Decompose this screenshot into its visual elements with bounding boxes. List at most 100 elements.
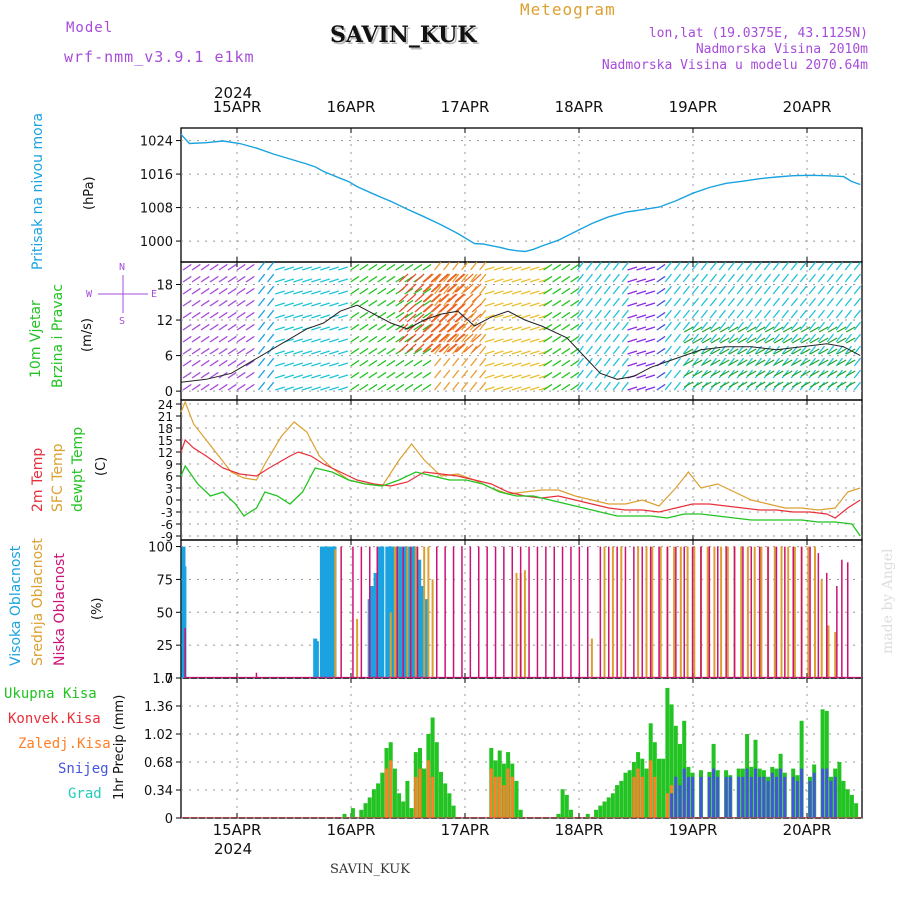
wind-arrow xyxy=(853,297,862,307)
wind-arrow xyxy=(200,383,210,391)
wind-arrow xyxy=(755,381,766,388)
precip-bar xyxy=(800,768,804,818)
wind-arrow xyxy=(511,350,522,355)
wind-arrow xyxy=(350,287,360,295)
wind-arrow xyxy=(809,381,820,388)
y-tick-label: 1024 xyxy=(140,135,173,150)
wind-arrow xyxy=(561,383,571,391)
wind-arrow xyxy=(826,333,835,343)
wind-arrow xyxy=(329,266,339,271)
wind-arrow xyxy=(406,343,417,353)
wind-arrow xyxy=(422,343,433,353)
wind-arrow xyxy=(413,311,423,319)
wind-arrow xyxy=(377,347,387,355)
footer-station: SAVIN_KUK xyxy=(330,862,410,877)
wind-arrow xyxy=(773,359,784,366)
wind-arrow xyxy=(446,343,457,353)
precip-bar xyxy=(644,768,649,818)
wind-arrow xyxy=(818,381,829,388)
wind-arrow xyxy=(350,359,360,367)
precip-bar xyxy=(758,776,762,818)
wind-arrow xyxy=(621,309,629,319)
wind-arrow xyxy=(368,287,378,295)
wind-arrow xyxy=(603,321,611,331)
precip-bar xyxy=(795,780,799,818)
cloud-bar xyxy=(396,546,399,678)
wind-arrow xyxy=(511,302,522,307)
cloud-bar xyxy=(486,546,488,678)
wind-arrow xyxy=(808,309,817,319)
wind-arrow xyxy=(443,285,451,295)
wind-arrow xyxy=(227,299,237,307)
precip-bar xyxy=(627,770,632,818)
wind-arrow xyxy=(645,302,656,307)
cloud-bar xyxy=(369,546,371,678)
wind-arrow xyxy=(430,323,441,333)
wind-arrow xyxy=(511,266,522,271)
pressure-line xyxy=(180,133,861,253)
wind-arrow xyxy=(745,345,754,355)
wind-arrow xyxy=(594,273,602,283)
precip-bar xyxy=(775,776,778,818)
cloud-bar xyxy=(410,546,412,678)
y-tick-label: 0.34 xyxy=(144,784,173,799)
wind-arrow xyxy=(209,347,219,355)
y-tick-label: 0 xyxy=(165,672,173,687)
wind-arrow xyxy=(470,333,478,343)
wind-arrow xyxy=(293,338,303,343)
wind-arrow xyxy=(728,381,739,388)
wind-arrow xyxy=(386,275,396,283)
model-elevation-text: Nadmorska Visina u modelu 2070.64m xyxy=(601,58,868,73)
bottom-day-label: 16APR xyxy=(327,821,376,839)
wind-arrow xyxy=(664,273,673,283)
wind-arrow xyxy=(664,297,673,307)
cloud-bar xyxy=(406,546,409,678)
wind-arrow xyxy=(439,333,450,343)
wind-arrow xyxy=(434,261,442,271)
cloud-bar xyxy=(503,546,505,678)
wind-arrow xyxy=(692,370,703,377)
wind-arrow xyxy=(386,335,396,343)
precip-bar xyxy=(821,768,825,818)
wind-arrow xyxy=(782,326,793,333)
wind-arrow xyxy=(612,273,620,283)
wind-arrow xyxy=(446,293,457,303)
cloud-bar xyxy=(733,546,736,678)
wind-arrow xyxy=(413,359,423,367)
wind-arrow xyxy=(395,311,405,319)
wind-arrow xyxy=(736,261,745,271)
wind-arrow xyxy=(543,299,553,307)
wind-arrow xyxy=(673,357,682,367)
wind-arrow xyxy=(835,285,844,295)
precip-bar xyxy=(598,805,603,818)
wind-arrow xyxy=(245,347,255,355)
wind-arrow xyxy=(836,348,847,355)
wind-arrow xyxy=(736,369,745,379)
wind-arrow xyxy=(293,278,303,283)
precip-bar xyxy=(615,785,620,818)
wind-arrow xyxy=(791,348,802,355)
wind-arrow xyxy=(736,285,745,295)
wind-arrow xyxy=(853,309,862,319)
precip-bar xyxy=(498,776,502,818)
wind-arrow xyxy=(455,313,466,323)
wind-arrow xyxy=(359,311,369,319)
wind-arrow xyxy=(423,333,434,343)
wind-arrow xyxy=(772,369,781,379)
wind-arrow xyxy=(414,293,425,303)
wind-arrow xyxy=(746,348,757,355)
wind-arrow xyxy=(827,326,838,333)
wind-arrow xyxy=(284,314,294,319)
wind-arrow xyxy=(359,299,369,307)
precip-bar xyxy=(649,760,653,818)
wind-arrow xyxy=(431,343,442,353)
wind-arrow xyxy=(520,374,531,379)
wind-arrow xyxy=(621,345,629,355)
cloud-bar xyxy=(820,579,823,678)
y-tick-label: 0 xyxy=(165,494,173,508)
wind-arrow xyxy=(543,383,553,391)
wind-arrow xyxy=(701,337,712,344)
wind-arrow xyxy=(808,345,817,355)
wind-arrow xyxy=(200,335,210,343)
wind-arrow xyxy=(692,326,703,333)
